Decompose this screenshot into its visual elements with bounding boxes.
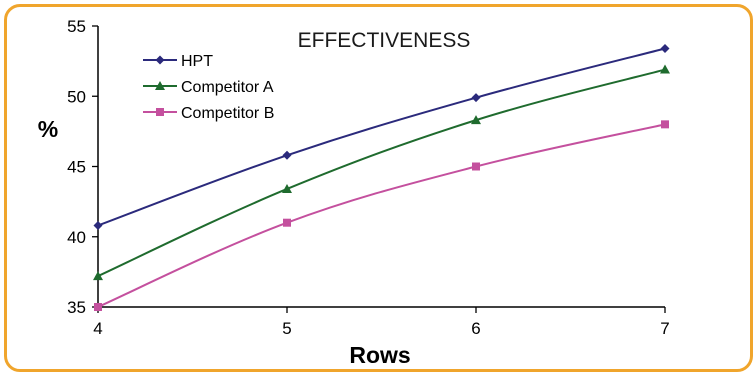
data-point-competitor-a — [93, 271, 103, 281]
legend-item-competitor-a: Competitor A — [143, 79, 274, 96]
data-point-competitor-b — [472, 162, 480, 171]
data-point-competitor-a — [660, 64, 670, 74]
data-point-competitor-b — [661, 120, 669, 129]
data-point-competitor-a — [282, 183, 292, 193]
legend-marker-competitor-b — [156, 108, 164, 116]
series-layer — [93, 43, 670, 311]
data-point-hpt — [471, 93, 481, 103]
x-tick-label: 5 — [282, 319, 291, 338]
chart-title: EFFECTIVENESS — [298, 29, 471, 52]
chart-frame — [4, 4, 753, 372]
x-axis-title: Rows — [349, 342, 410, 368]
y-tick-label: 50 — [67, 87, 86, 106]
y-tick-label: 35 — [67, 298, 86, 317]
y-axis-title: % — [38, 116, 58, 142]
y-tick-label: 40 — [67, 228, 86, 247]
legend-marker-hpt — [155, 55, 165, 65]
series-competitor-b — [94, 120, 669, 311]
series-line-competitor-b — [97, 123, 666, 308]
legend-label-competitor-a: Competitor A — [181, 79, 274, 96]
data-point-competitor-a — [471, 115, 481, 125]
series-line-competitor-a — [97, 68, 666, 277]
x-tick-label: 6 — [471, 319, 480, 338]
series-competitor-a — [93, 64, 670, 281]
series-hpt — [93, 43, 670, 231]
data-point-competitor-b — [283, 218, 291, 227]
data-point-hpt — [93, 221, 103, 231]
legend-marker-competitor-a — [155, 81, 165, 90]
legend: HPT Competitor A Competitor B — [143, 53, 274, 122]
series-line-hpt — [97, 47, 666, 227]
data-point-hpt — [282, 150, 292, 160]
legend-label-hpt: HPT — [181, 53, 213, 70]
legend-item-hpt: HPT — [143, 53, 213, 70]
legend-item-competitor-b: Competitor B — [143, 105, 274, 122]
data-point-competitor-b — [94, 303, 102, 311]
legend-label-competitor-b: Competitor B — [181, 105, 274, 122]
x-tick-label: 7 — [660, 319, 669, 338]
y-tick-label: 55 — [67, 17, 86, 36]
x-tick-label: 4 — [93, 319, 102, 338]
y-tick-label: 45 — [67, 158, 86, 177]
data-point-hpt — [660, 43, 670, 53]
